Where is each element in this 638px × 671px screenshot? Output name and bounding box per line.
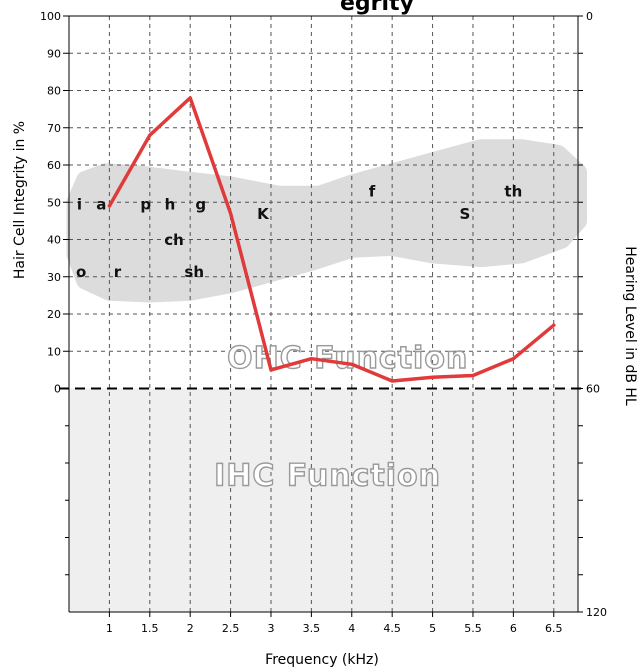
series-line (107, 96, 556, 383)
data-point (309, 357, 313, 361)
y-axis-label: Hair Cell Integrity in % (12, 121, 28, 279)
phoneme-labels: i a p h g Kf th Sch o r sh (76, 183, 522, 281)
y-tick-label: 70 (47, 122, 61, 135)
grid-lines (69, 16, 578, 612)
data-series (107, 96, 556, 383)
phoneme-label: r (114, 263, 122, 281)
y-tick-label: 0 (54, 383, 61, 396)
y-tick-label: 10 (47, 345, 61, 358)
x-tick-label: 5.5 (464, 622, 482, 635)
phoneme-label: ch (164, 231, 184, 249)
data-point (188, 96, 192, 100)
phoneme-label: i (77, 196, 82, 214)
y2-tick-label: 0 (586, 10, 593, 23)
data-point (350, 362, 354, 366)
y-tick-label: 100 (40, 10, 61, 23)
y-tick-label: 20 (47, 308, 61, 321)
x-tick-label: 6.5 (545, 622, 563, 635)
y2-tick-label: 60 (586, 383, 600, 396)
y2-axis-label: Hearing Level in dB HL (622, 246, 638, 406)
x-tick-label: 4.5 (383, 622, 401, 635)
data-point (269, 368, 273, 372)
phoneme-label: S (459, 205, 470, 223)
data-point (148, 133, 152, 137)
phoneme-label: f (369, 183, 376, 201)
data-point (390, 379, 394, 383)
tick-labels: 0 10 20 30 40 50 60 70 80 90 100 0 60 120 1 1.5 2 2.5 3 3.5… (40, 10, 607, 635)
region-ihc (69, 388, 578, 612)
chart-title: egrity (340, 0, 414, 16)
data-point (229, 211, 233, 215)
x-tick-label: 4 (348, 622, 355, 635)
data-point (431, 375, 435, 379)
phoneme-label: sh (184, 263, 204, 281)
data-point (107, 204, 111, 208)
y-tick-label: 90 (47, 47, 61, 60)
x-tick-label: 3.5 (303, 622, 321, 635)
y-tick-label: 30 (47, 271, 61, 284)
x-tick-label: 6 (510, 622, 517, 635)
phoneme-label: a (96, 196, 106, 214)
axes (59, 15, 588, 617)
x-tick-label: 5 (429, 622, 436, 635)
y-tick-label: 60 (47, 159, 61, 172)
phoneme-label: p (140, 196, 151, 214)
phoneme-label: o (76, 263, 86, 281)
x-axis-label: Frequency (kHz) (265, 652, 379, 668)
phoneme-label: th (504, 183, 522, 201)
x-tick-label: 3 (267, 622, 274, 635)
x-tick-label: 1.5 (141, 622, 159, 635)
data-point (552, 323, 556, 327)
x-tick-label: 2.5 (222, 622, 240, 635)
x-tick-label: 1 (106, 622, 113, 635)
x-tick-label: 2 (187, 622, 194, 635)
region-label: IHC Function (214, 458, 441, 493)
phoneme-label: h (165, 196, 176, 214)
y-tick-label: 40 (47, 234, 61, 247)
y-tick-label: 80 (47, 85, 61, 98)
y2-tick-label: 120 (586, 606, 607, 619)
y-tick-label: 50 (47, 196, 61, 209)
data-point (511, 357, 515, 361)
phoneme-label: g (195, 196, 206, 214)
data-point (471, 373, 475, 377)
phoneme-label: K (257, 205, 270, 223)
